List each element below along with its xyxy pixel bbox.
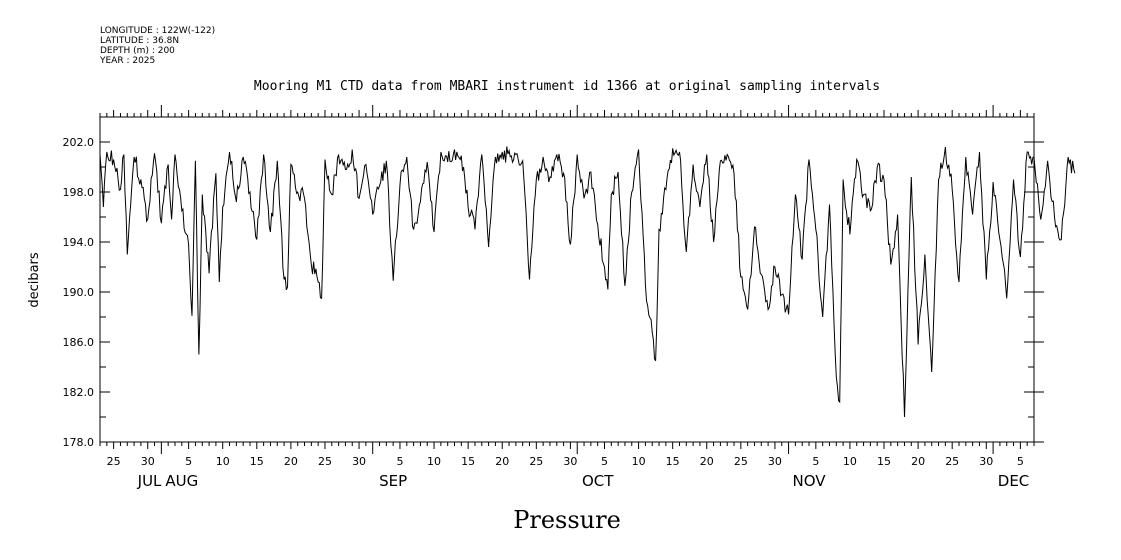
y-tick-label: 202.0 — [63, 136, 95, 149]
x-tick-label: 5 — [601, 455, 608, 468]
longitude-text: LONGITUDE : 122W(-122) — [100, 26, 216, 36]
series-group — [99, 146, 1076, 418]
x-tick-label: 25 — [107, 455, 121, 468]
plot-frame — [99, 116, 1035, 443]
x-axis-title: Pressure — [513, 506, 621, 534]
x-tick-label: 15 — [461, 455, 475, 468]
x-tick-label: 5 — [396, 455, 403, 468]
station-info: LONGITUDE : 122W(-122) LATITUDE : 36.8N … — [100, 26, 215, 66]
x-tick-label: 30 — [563, 455, 577, 468]
x-tick-label: 5 — [812, 455, 819, 468]
y-tick-label: 178.0 — [63, 436, 95, 449]
x-tick-label: 10 — [632, 455, 646, 468]
depth-text: DEPTH (m) : 200 — [100, 46, 175, 56]
x-tick-label: 25 — [945, 455, 959, 468]
x-tick-label: 10 — [843, 455, 857, 468]
chart-title: Mooring M1 CTD data from MBARI instrumen… — [254, 79, 880, 94]
x-tick-label: 30 — [768, 455, 782, 468]
x-tick-label: 15 — [666, 455, 680, 468]
x-tick-label: 30 — [352, 455, 366, 468]
month-label: AUG — [165, 472, 198, 490]
x-tick-label: 15 — [250, 455, 264, 468]
y-tick-label: 190.0 — [63, 286, 95, 299]
y-tick-label: 186.0 — [63, 336, 95, 349]
y-axis-label: decibars — [27, 252, 42, 308]
x-tick-label: 20 — [284, 455, 298, 468]
x-tick-label: 20 — [911, 455, 925, 468]
month-label: NOV — [793, 472, 827, 490]
x-tick-label: 30 — [141, 455, 155, 468]
y-axis: 178.0 182.0 186.0 190.0 194.0 198.0 202.0 — [63, 116, 1044, 449]
x-tick-label: 25 — [318, 455, 332, 468]
x-axis: 25 30 5 10 15 20 25 30 5 10 15 20 25 30 5 10 15 20 25 30 5 10… — [99, 105, 1035, 490]
year-text: YEAR : 2025 — [100, 56, 156, 66]
x-tick-label: 25 — [529, 455, 543, 468]
x-tick-label: 5 — [1017, 455, 1024, 468]
month-label: DEC — [998, 472, 1030, 490]
y-tick-label: 182.0 — [63, 386, 95, 399]
x-tick-label: 20 — [495, 455, 509, 468]
x-tick-label: 25 — [734, 455, 748, 468]
month-label: OCT — [582, 472, 614, 490]
x-tick-label: 30 — [979, 455, 993, 468]
month-label: SEP — [379, 472, 407, 490]
series-line — [99, 146, 1076, 418]
x-tick-label: 10 — [216, 455, 230, 468]
x-tick-label: 5 — [185, 455, 192, 468]
x-tick-label: 10 — [427, 455, 441, 468]
month-label: JUL — [137, 472, 162, 490]
latitude-text: LATITUDE : 36.8N — [100, 36, 180, 46]
y-tick-label: 194.0 — [63, 236, 95, 249]
x-tick-label: 20 — [700, 455, 714, 468]
x-tick-label: 15 — [877, 455, 891, 468]
y-tick-label: 198.0 — [63, 186, 95, 199]
